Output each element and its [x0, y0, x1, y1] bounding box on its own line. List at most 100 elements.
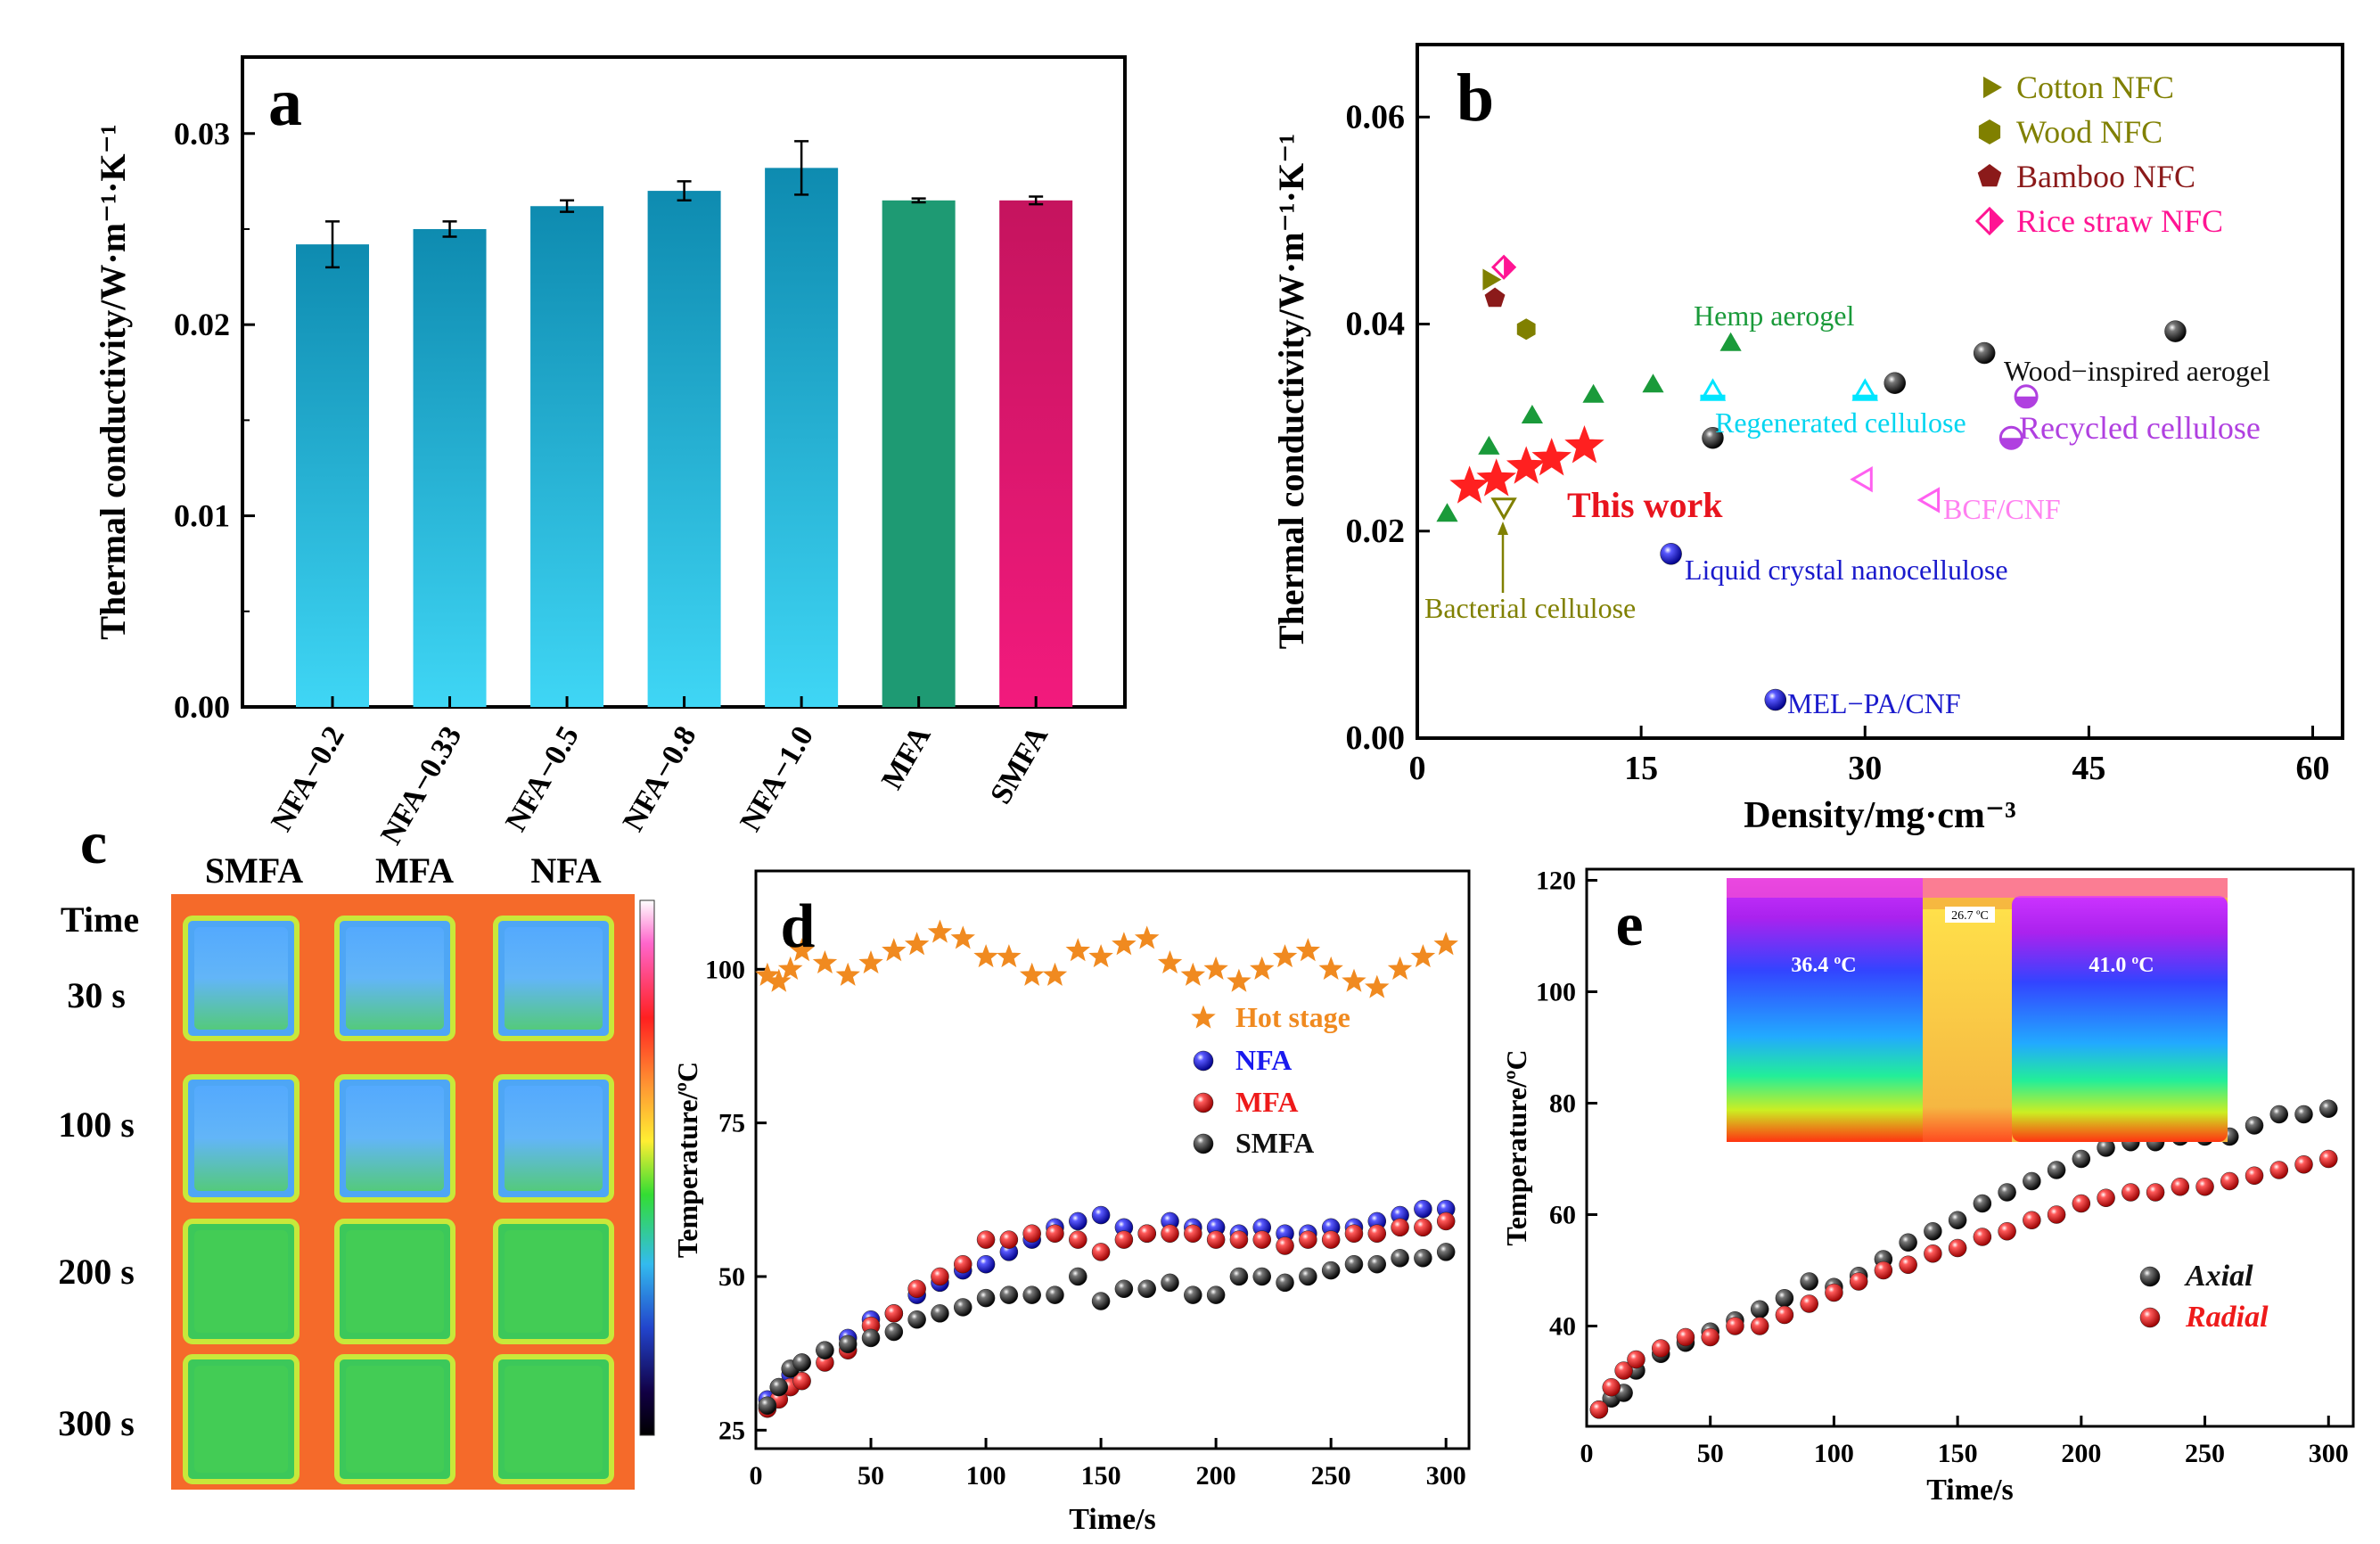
point-smfa [816, 1341, 834, 1359]
point-smfa [861, 1328, 881, 1348]
point-axial [1924, 1222, 1942, 1241]
x-tick-label: 100 [966, 1461, 1006, 1491]
row-label: 30 s [67, 975, 126, 1015]
point-hot-stage [835, 962, 860, 986]
point-radial [1924, 1244, 1942, 1263]
x-tick-label: MFA [875, 720, 938, 795]
x-tick-label: NFA−0.5 [499, 721, 586, 837]
point-smfa [1321, 1261, 1341, 1280]
point-radial [2146, 1183, 2165, 1202]
point-hot-stage [755, 962, 780, 986]
y-tick-label: 50 [718, 1262, 745, 1292]
error-bar [442, 220, 457, 238]
point-mfa [907, 1279, 926, 1299]
panel-label-d: d [781, 892, 816, 961]
point-smfa [1229, 1267, 1249, 1286]
point-radial [2047, 1205, 2066, 1224]
point-mfa [1344, 1224, 1364, 1243]
panel-label-b: b [1457, 61, 1494, 136]
panel-e: 0 50 100 150 200 250 300 40 60 80 100 120 Time/s Temp… [1500, 866, 2355, 1507]
point-axial [2269, 1105, 2289, 1124]
legend-label: Bamboo NFC [2016, 159, 2195, 194]
point-radial [2245, 1166, 2264, 1185]
point-hot-stage [1227, 968, 1252, 992]
point-recycled-cellulose [2014, 384, 2039, 409]
panel-label-a: a [268, 65, 302, 140]
point-radial [2195, 1178, 2214, 1196]
inset-sample-right [2012, 896, 2228, 1142]
point-radial [1589, 1400, 1609, 1419]
legend-label: Cotton NFC [2016, 70, 2174, 105]
point-mfa [1252, 1230, 1271, 1249]
point-axial [2245, 1116, 2264, 1135]
point-axial [1998, 1183, 2016, 1202]
thermal-sample-core [194, 927, 288, 1030]
point-radial [1973, 1228, 1992, 1246]
point-hemp-aerogel [1521, 405, 1543, 423]
point-radial [2319, 1149, 2338, 1169]
point-radial [2294, 1155, 2313, 1174]
point-axial [1775, 1289, 1794, 1308]
point-axial [1800, 1272, 1818, 1291]
point-smfa [1161, 1273, 1179, 1293]
point-hot-stage [973, 944, 998, 968]
point-smfa [758, 1396, 777, 1415]
error-bar [794, 140, 809, 196]
panel-d: 0 50 100 150 200 250 300 25 50 75 100 Time/s Tempera… [671, 869, 1471, 1536]
point-hot-stage [1088, 944, 1113, 968]
thermal-sample-core [346, 1230, 444, 1333]
point-hot-stage [927, 919, 953, 943]
point-recycled-cellulose [1998, 425, 2023, 450]
y-tick-label: 100 [1536, 978, 1576, 1007]
point-mfa [1114, 1230, 1134, 1249]
inset-sample-left [1727, 878, 1923, 1142]
point-hot-stage [997, 944, 1022, 968]
x-tick-label: 45 [2072, 750, 2105, 787]
legend-label: Radial [2185, 1301, 2269, 1334]
point-mel−pa/cnf [1764, 688, 1787, 711]
point-smfa [999, 1285, 1019, 1304]
inset-label-box [1945, 907, 1995, 923]
marker-fill [1504, 256, 1515, 278]
point-mfa [884, 1304, 904, 1323]
x-tick-label: NFA−0.33 [374, 721, 468, 850]
panel-c: c SMFA MFA NFA Time 30 s 100 s 200 s 300 s [58, 809, 655, 1490]
point-wood−inspired-aerogel [1973, 341, 1996, 365]
point-radial [1849, 1272, 1868, 1291]
annotation: BCF/CNF [1943, 493, 2061, 525]
legend-label: SMFA [1235, 1127, 1314, 1159]
inset-thermal-image [1727, 878, 2228, 1142]
point-radial [2171, 1178, 2190, 1196]
y-tick-label: 0.01 [174, 498, 230, 534]
y-tick-label: 100 [705, 955, 745, 984]
point-axial [2319, 1099, 2338, 1118]
y-tick-label: 60 [1549, 1201, 1576, 1230]
y-tick-label: 80 [1549, 1089, 1576, 1119]
point-radial [1651, 1339, 1670, 1358]
annotation: Wood−inspired aerogel [2004, 355, 2270, 387]
x-tick-label: 150 [1081, 1461, 1121, 1491]
point-axial [1973, 1194, 1992, 1213]
point-nfa [976, 1254, 996, 1274]
x-tick-label: 250 [2185, 1439, 2225, 1468]
point-axial [2023, 1171, 2041, 1191]
legend-label: Axial [2184, 1260, 2253, 1293]
point-mfa [1321, 1230, 1341, 1249]
point-mfa [1391, 1218, 1409, 1237]
annotation: This work [1567, 485, 1723, 525]
point-smfa [1137, 1279, 1156, 1299]
point-smfa [1252, 1267, 1271, 1286]
point-smfa [1114, 1279, 1134, 1299]
point-hot-stage [904, 932, 930, 956]
y-tick-label: 0.02 [174, 307, 230, 342]
point-axial [1750, 1300, 1769, 1318]
point-axial [1899, 1233, 1917, 1252]
point-bcf/cnf [1916, 487, 1941, 513]
point-hot-stage [1180, 962, 1206, 986]
thermal-sample-core [505, 1086, 603, 1191]
point-hot-stage [1342, 968, 1366, 992]
legend-label: MFA [1235, 1086, 1298, 1118]
point-nfa [1091, 1205, 1111, 1225]
point-mfa [1299, 1230, 1317, 1249]
point-smfa [1391, 1249, 1409, 1268]
